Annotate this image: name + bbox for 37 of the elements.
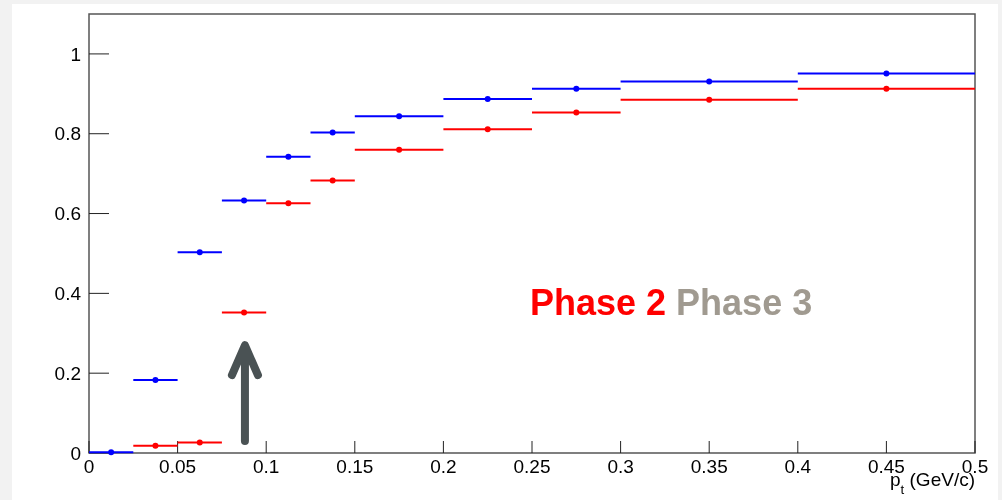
x-tick-label: 0 (83, 456, 95, 477)
y-tick-label: 0.8 (54, 123, 81, 145)
point (196, 249, 203, 256)
y-tick-label: 1 (70, 43, 81, 65)
point (883, 70, 890, 77)
point (241, 309, 248, 316)
point (396, 146, 403, 153)
point (706, 96, 713, 103)
point (396, 113, 403, 120)
point (108, 449, 115, 456)
point (285, 153, 292, 160)
point (329, 177, 336, 184)
point (196, 439, 203, 446)
point (329, 129, 336, 136)
x-tick-label: 0.3 (607, 456, 634, 477)
x-tick-label: 0.05 (159, 456, 197, 477)
x-tick-label: 0.2 (430, 456, 457, 477)
x-tick-label: 0.4 (784, 456, 812, 477)
point (152, 442, 159, 449)
point (484, 96, 491, 103)
point (573, 85, 580, 92)
x-tick-label: 0.1 (252, 456, 280, 477)
point (484, 126, 491, 133)
x-tick-label: 0.15 (336, 456, 374, 477)
point (241, 197, 248, 204)
text: Phase 2 (530, 282, 677, 323)
y-tick-label: 0.6 (54, 203, 81, 225)
x-tick-label: 0.25 (513, 456, 551, 477)
point (285, 200, 292, 207)
x-tick-label: 0.35 (690, 456, 728, 477)
point (152, 376, 159, 383)
point (883, 85, 890, 92)
annotation: Phase 3 (676, 282, 813, 323)
point (706, 78, 713, 85)
point (573, 109, 580, 116)
y-tick-label: 0.4 (54, 283, 82, 305)
y-tick-label: 0.2 (54, 362, 81, 384)
